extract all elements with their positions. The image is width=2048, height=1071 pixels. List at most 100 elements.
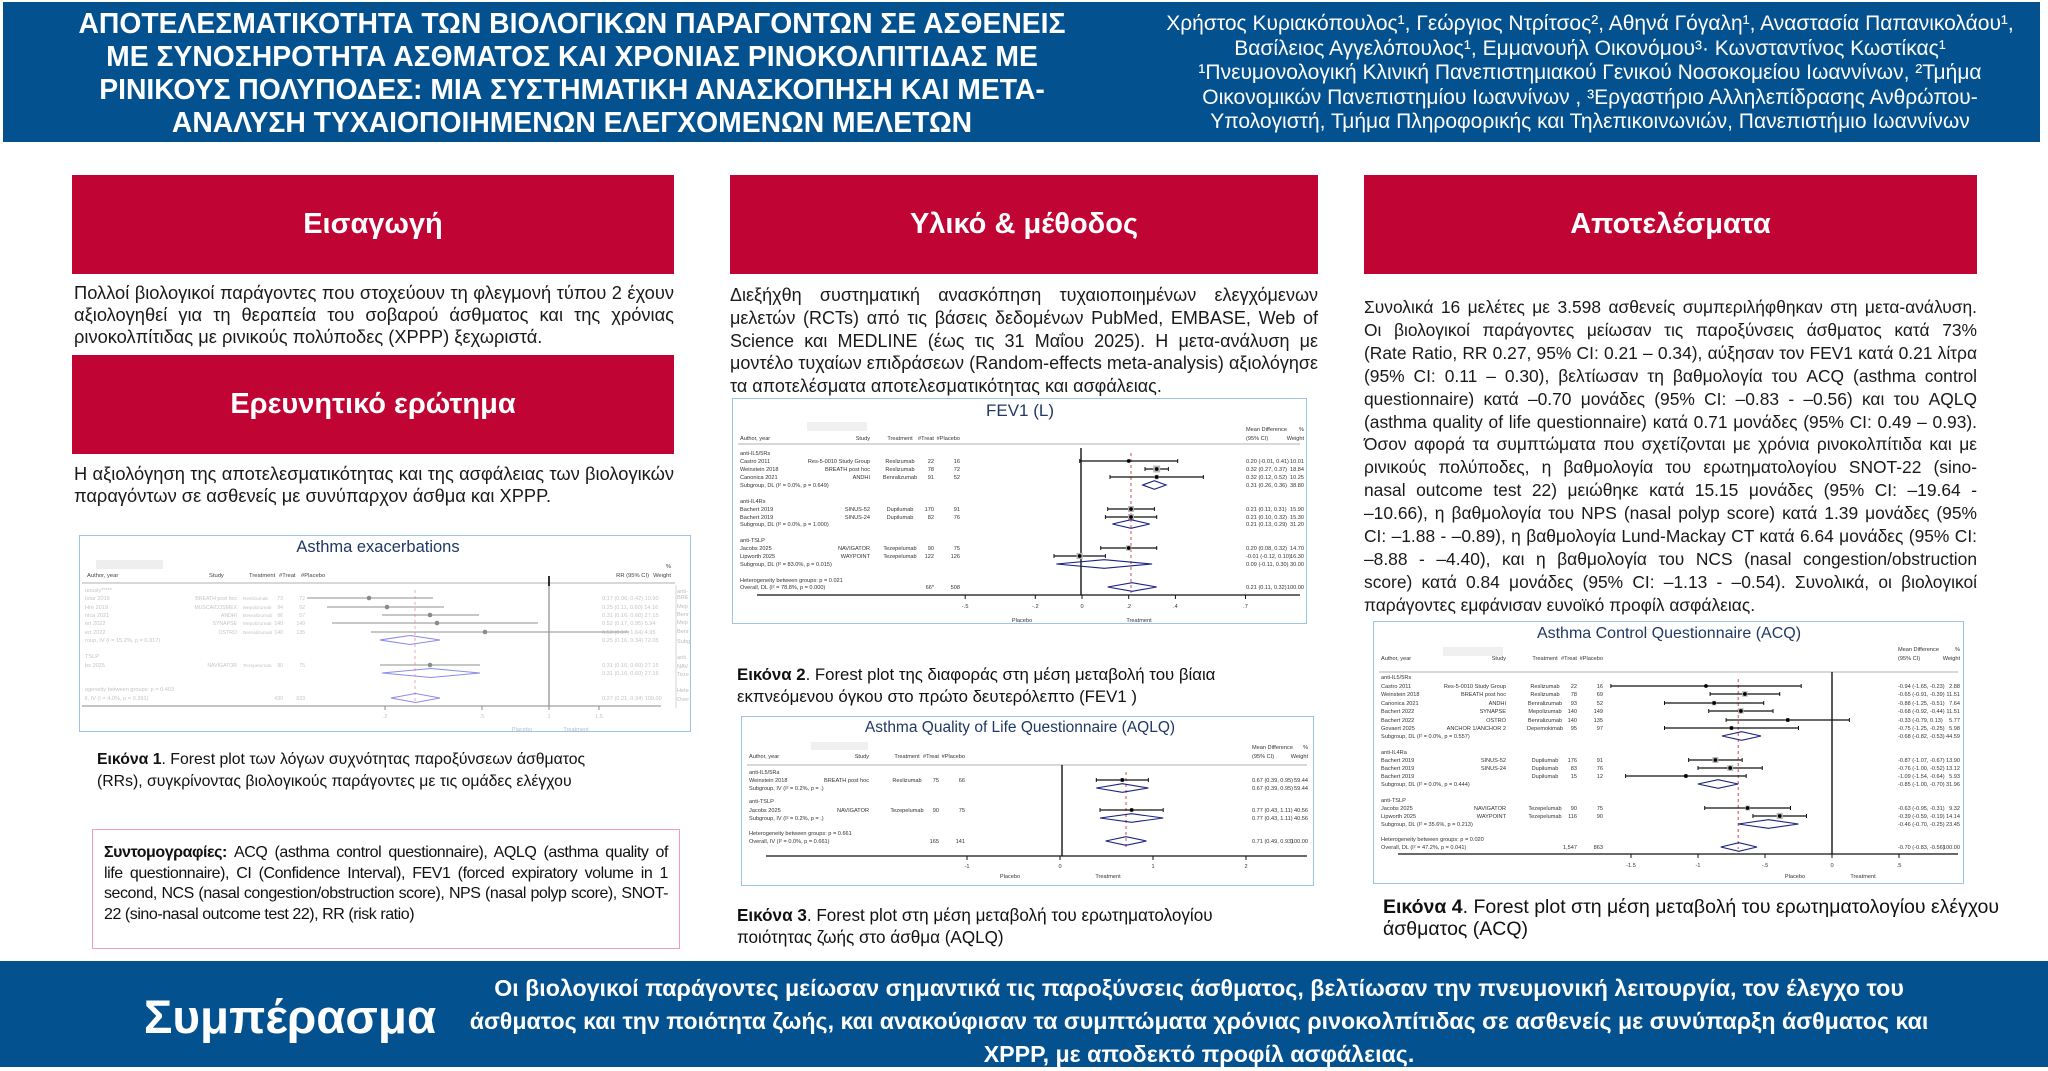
svg-text:2: 2 <box>1244 864 1247 870</box>
svg-text:Author, year: Author, year <box>740 436 770 442</box>
svg-text:SINUS-24: SINUS-24 <box>845 515 870 521</box>
svg-text:52: 52 <box>954 475 960 481</box>
svg-text:Subg: Subg <box>677 639 690 645</box>
svg-text:11.51: 11.51 <box>1946 692 1960 698</box>
svg-text:22: 22 <box>1571 684 1577 690</box>
svg-text:Study: Study <box>856 436 871 442</box>
svg-text:76: 76 <box>954 515 960 521</box>
svg-text:Subgroup, IV (I² = 0.2%, p = .: Subgroup, IV (I² = 0.2%, p = .) <box>749 786 824 792</box>
svg-text:0.32 (0.12, 0.52): 0.32 (0.12, 0.52) <box>1246 475 1287 481</box>
svg-text:Mean Difference: Mean Difference <box>1246 427 1287 433</box>
svg-text:Weight: Weight <box>653 573 671 579</box>
svg-text:Placebo: Placebo <box>512 727 532 732</box>
svg-text:bs 2025: bs 2025 <box>85 663 105 669</box>
svg-text:Weight: Weight <box>1943 656 1961 662</box>
svg-text:0.32 (0.27, 0.37): 0.32 (0.27, 0.37) <box>1246 467 1287 473</box>
svg-text:roup, IV (I = 15.2%, p = 0.31: roup, IV (I = 15.2%, p = 0.317) <box>85 638 160 644</box>
svg-text:430: 430 <box>274 696 283 702</box>
svg-text:Benralizumab: Benralizumab <box>1528 701 1562 707</box>
svg-text:140: 140 <box>274 630 283 636</box>
svg-text:-0.01 (-0.12, 0.10): -0.01 (-0.12, 0.10) <box>1246 554 1291 560</box>
svg-text:90: 90 <box>1597 814 1603 820</box>
svg-text:0.67 (0.39, 0.95): 0.67 (0.39, 0.95) <box>1252 786 1293 792</box>
svg-text:0.25 (0.16, 0.34) 72.05: 0.25 (0.16, 0.34) 72.05 <box>602 638 659 644</box>
svg-text:BREATH post hoc: BREATH post hoc <box>824 778 869 784</box>
svg-text:Asthma exacerbations: Asthma exacerbations <box>296 538 459 556</box>
svg-text:100.00: 100.00 <box>1287 585 1304 591</box>
svg-text:508: 508 <box>951 585 960 591</box>
svg-text:90: 90 <box>1571 806 1577 812</box>
svg-text:44.59: 44.59 <box>1946 734 1960 740</box>
svg-text:78: 78 <box>928 467 934 473</box>
svg-text:96: 96 <box>277 613 283 619</box>
svg-text:ANDHI: ANDHI <box>1489 701 1507 707</box>
svg-text:59.44: 59.44 <box>1294 786 1308 792</box>
svg-text:Mepolizumab: Mepolizumab <box>1528 709 1561 715</box>
svg-text:MUSCA/COSMEX: MUSCA/COSMEX <box>194 605 237 611</box>
svg-text:10.25: 10.25 <box>1290 475 1304 481</box>
svg-text:1.5: 1.5 <box>595 714 603 720</box>
svg-text:Reslizumab: Reslizumab <box>243 596 268 602</box>
svg-text:Over: Over <box>677 697 689 703</box>
svg-text:ANCHOR 1/ANCHOR 2: ANCHOR 1/ANCHOR 2 <box>1447 726 1506 732</box>
svg-text:0.09 (-0.11, 0.30): 0.09 (-0.11, 0.30) <box>1246 562 1289 568</box>
svg-text:anti-IL4Ra: anti-IL4Ra <box>1381 750 1408 756</box>
svg-text:OSTRO: OSTRO <box>1486 718 1507 724</box>
svg-text:Treatment: Treatment <box>1532 656 1558 662</box>
svg-text:16.30: 16.30 <box>1290 554 1304 560</box>
svg-text:126: 126 <box>951 554 960 560</box>
svg-text:Reslizumab: Reslizumab <box>885 467 914 473</box>
svg-text:Tezepelumab: Tezepelumab <box>1528 814 1561 820</box>
svg-text:Bachert 2022: Bachert 2022 <box>1381 718 1414 724</box>
svg-text:57: 57 <box>299 613 305 619</box>
svg-text:ert 2022: ert 2022 <box>85 630 106 636</box>
svg-text:Tezepelumab: Tezepelumab <box>883 546 916 552</box>
svg-text:Benralizumab: Benralizumab <box>883 475 917 481</box>
svg-text:BRE: BRE <box>677 595 689 601</box>
svg-text:#Placebo: #Placebo <box>301 573 325 579</box>
svg-text:ANDHI: ANDHI <box>221 613 237 619</box>
svg-text:75: 75 <box>299 663 305 669</box>
svg-text:-0.87 (-1.07, -0.67): -0.87 (-1.07, -0.67) <box>1898 758 1945 764</box>
svg-text:16: 16 <box>1597 684 1603 690</box>
svg-text:22: 22 <box>928 459 934 465</box>
svg-text:93: 93 <box>1571 701 1577 707</box>
svg-text:135: 135 <box>296 630 305 636</box>
svg-text:0.67 (0.39, 0.95): 0.67 (0.39, 0.95) <box>1252 778 1293 784</box>
svg-text:RR (95% CI): RR (95% CI) <box>616 573 649 579</box>
svg-text:5.98: 5.98 <box>1949 726 1960 732</box>
svg-text:0.53 (0.17, 1.64) 4.95: 0.53 (0.17, 1.64) 4.95 <box>602 630 656 636</box>
svg-text:Author, year: Author, year <box>87 573 118 579</box>
svg-text:Treatment: Treatment <box>563 727 589 732</box>
svg-text:52: 52 <box>1597 701 1603 707</box>
svg-text:-.5: -.5 <box>962 604 969 610</box>
svg-text:Teze: Teze <box>677 672 689 678</box>
svg-text:15.30: 15.30 <box>1290 515 1304 521</box>
svg-text:anti-TSLP: anti-TSLP <box>740 538 765 544</box>
svg-text:nica 2021: nica 2021 <box>85 613 109 619</box>
svg-text:SINUS-24: SINUS-24 <box>1481 766 1506 772</box>
svg-text:165: 165 <box>930 839 939 845</box>
svg-text:Bachert 2019: Bachert 2019 <box>1381 766 1414 772</box>
svg-text:.2: .2 <box>383 714 388 720</box>
svg-text:Overall, IV (I² = 0.0%, p = 0.: Overall, IV (I² = 0.0%, p = 0.661) <box>749 839 830 845</box>
svg-text:Dupilumab: Dupilumab <box>1532 766 1559 772</box>
svg-text:Weight: Weight <box>1291 754 1309 760</box>
svg-text:141: 141 <box>956 839 965 845</box>
svg-text:Mep: Mep <box>677 604 688 610</box>
svg-text:OSTRO: OSTRO <box>219 630 237 636</box>
svg-text:Treatment: Treatment <box>894 754 920 760</box>
svg-text:135: 135 <box>1594 718 1603 724</box>
svg-text:NAVIGATOR: NAVIGATOR <box>838 546 870 552</box>
svg-text:66: 66 <box>959 778 965 784</box>
svg-text:Dupilumab: Dupilumab <box>887 507 914 513</box>
svg-text:10.01: 10.01 <box>1290 459 1304 465</box>
svg-text:Heterogeneity between groups:: Heterogeneity between groups: p = 0.661 <box>749 831 852 837</box>
svg-text:anti-: anti- <box>677 589 688 595</box>
svg-text:15: 15 <box>1571 774 1577 780</box>
svg-text:ll, IV (I = 4.0%, p = 0.391): ll, IV (I = 4.0%, p = 0.391) <box>85 696 149 702</box>
svg-text:-0.65 (-0.91, -0.39): -0.65 (-0.91, -0.39) <box>1898 692 1945 698</box>
svg-text:Jacobs 2025: Jacobs 2025 <box>749 808 781 814</box>
svg-text:Mepolizumab: Mepolizumab <box>243 621 272 627</box>
svg-text:Asthma Control Questionnaire (: Asthma Control Questionnaire (ACQ) <box>1537 625 1801 642</box>
